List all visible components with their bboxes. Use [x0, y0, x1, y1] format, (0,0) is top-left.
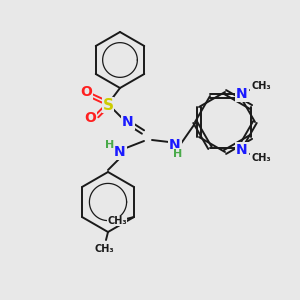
Text: N: N	[236, 87, 248, 101]
Text: CH₃: CH₃	[94, 244, 114, 254]
Text: O: O	[84, 111, 96, 125]
Text: CH₃: CH₃	[251, 153, 271, 163]
Text: S: S	[103, 98, 113, 112]
Text: CH₃: CH₃	[251, 81, 271, 91]
Text: N: N	[114, 145, 126, 159]
Text: N: N	[122, 115, 134, 129]
Text: N: N	[236, 143, 248, 157]
Text: H: H	[173, 149, 183, 159]
Text: CH₃: CH₃	[107, 216, 127, 226]
Text: H: H	[105, 140, 115, 150]
Text: O: O	[80, 85, 92, 99]
Text: N: N	[169, 138, 181, 152]
